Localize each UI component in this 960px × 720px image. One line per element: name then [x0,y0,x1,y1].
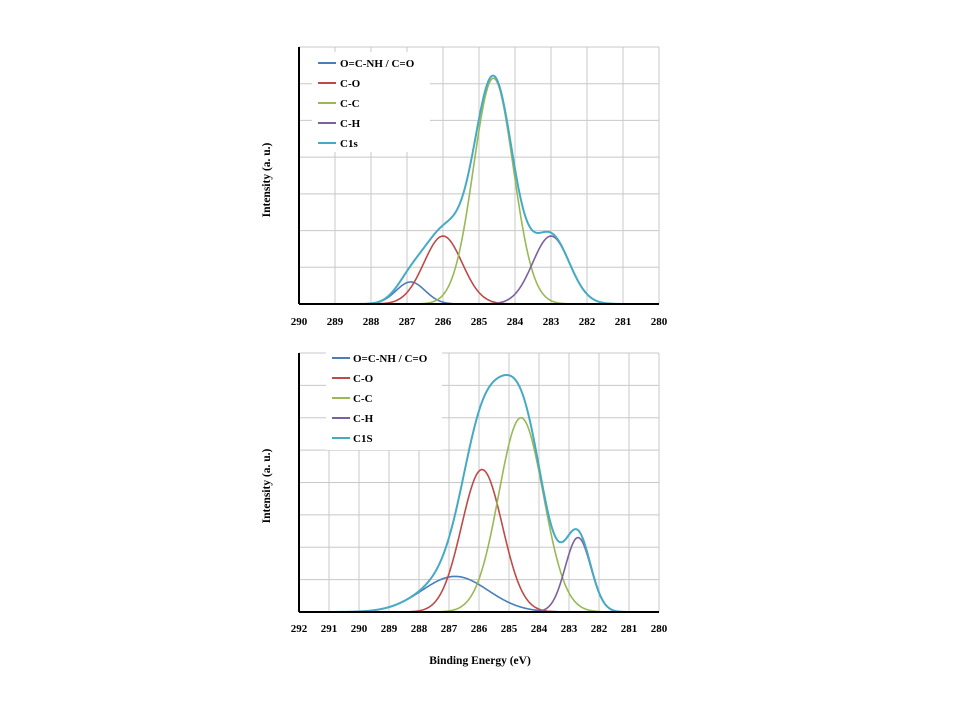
legend-label: C-H [340,118,361,130]
x-tick-label: 287 [441,623,458,635]
x-tick-label: 290 [291,316,308,328]
x-tick-label: 289 [327,316,344,328]
x-tick-label: 292 [291,623,308,635]
legend-label: C-C [353,393,373,405]
x-tick-label: 281 [615,316,632,328]
x-tick-label: 284 [507,316,524,328]
chart-bottom: 292 291 290 289 288 287 286 285 284 283 282 281 280 … [261,348,668,635]
legend-bottom: O=C-NH / C=O C-O C-C C-H C1S [326,348,442,450]
x-tick-label: 286 [435,316,452,328]
x-tick-labels-top: 290 289 288 287 286 285 284 283 282 281 280 [291,316,668,328]
axes-top [298,47,659,305]
x-tick-label: 291 [321,623,338,635]
x-tick-label: 287 [399,316,416,328]
x-tick-label: 281 [621,623,638,635]
x-tick-label: 280 [651,623,668,635]
legend-label: C-C [340,98,360,110]
legend-label: C1s [340,138,358,150]
x-tick-labels-bottom: 292 291 290 289 288 287 286 285 284 283 282 281 280 [291,623,668,635]
grid-bottom [298,352,660,613]
x-tick-label: 285 [471,316,488,328]
x-tick-label: 288 [411,623,428,635]
legend-label: C-O [353,373,374,385]
x-tick-label: 282 [591,623,608,635]
x-tick-label: 288 [363,316,380,328]
legend-top: O=C-NH / C=O C-O C-C C-H C1s [312,52,430,152]
legend-label: C1S [353,433,373,445]
x-tick-label: 283 [543,316,560,328]
x-tick-label: 280 [651,316,668,328]
x-tick-label: 283 [561,623,578,635]
legend-label: C-H [353,413,374,425]
legend-label: O=C-NH / C=O [340,58,415,70]
x-axis-label: Binding Energy (eV) [429,655,531,667]
x-tick-label: 289 [381,623,398,635]
legend-label: O=C-NH / C=O [353,353,428,365]
x-tick-label: 284 [531,623,548,635]
y-axis-label-bottom: Intensity (a. u.) [261,448,273,523]
legend-label: C-O [340,78,361,90]
x-tick-label: 290 [351,623,368,635]
x-tick-label: 285 [501,623,518,635]
x-tick-label: 286 [471,623,488,635]
chart-top: 290 289 288 287 286 285 284 283 282 281 280 Intens… [261,46,668,328]
x-tick-label: 282 [579,316,596,328]
y-axis-label-top: Intensity (a. u.) [261,142,273,217]
axes-bottom [298,353,659,613]
